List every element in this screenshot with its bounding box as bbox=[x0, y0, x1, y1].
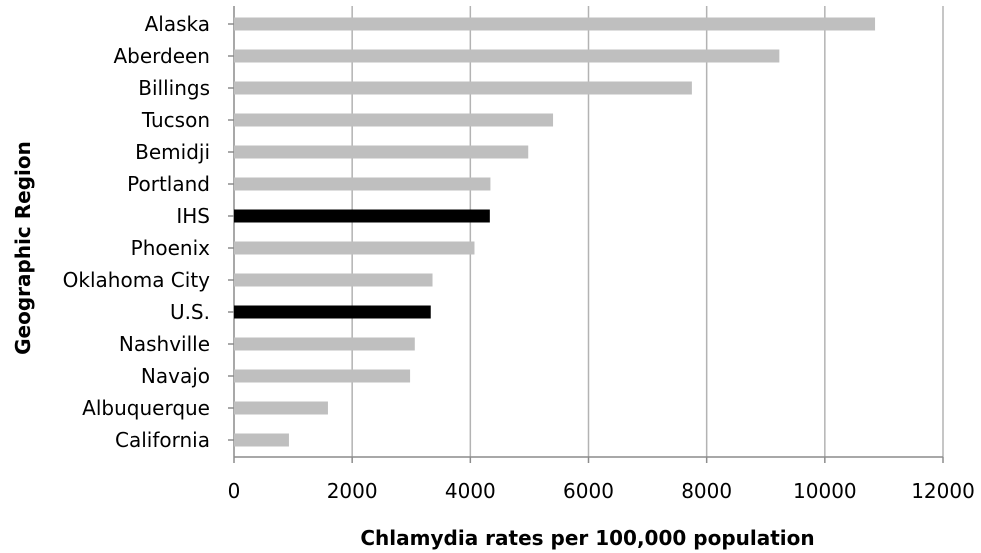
category-label: Phoenix bbox=[131, 236, 211, 260]
category-label: Billings bbox=[138, 76, 210, 100]
bar bbox=[234, 401, 328, 415]
x-tick-label: 6000 bbox=[563, 479, 614, 503]
bar bbox=[234, 273, 433, 287]
bar bbox=[234, 49, 780, 63]
x-tick-label: 0 bbox=[228, 479, 241, 503]
x-tick-labels: 0 2000 4000 6000 8000 10000 12000 bbox=[228, 479, 975, 503]
bar bbox=[234, 113, 554, 127]
category-label: U.S. bbox=[170, 300, 210, 324]
x-tick-label: 8000 bbox=[681, 479, 732, 503]
category-label: Tucson bbox=[141, 108, 210, 132]
bar bbox=[234, 305, 431, 319]
bar bbox=[234, 241, 475, 255]
bar bbox=[234, 177, 491, 191]
bar bbox=[234, 369, 411, 383]
bar-series bbox=[234, 17, 876, 447]
category-label: Bemidji bbox=[135, 140, 210, 164]
x-axis-title: Chlamydia rates per 100,000 population bbox=[360, 526, 814, 550]
grid-lines bbox=[228, 6, 944, 463]
category-label: Alaska bbox=[145, 12, 210, 36]
category-label: Albuquerque bbox=[82, 396, 210, 420]
bar bbox=[234, 17, 876, 31]
x-tick-label: 4000 bbox=[445, 479, 496, 503]
bar bbox=[234, 145, 529, 159]
x-tick-label: 12000 bbox=[911, 479, 975, 503]
category-label: Oklahoma City bbox=[63, 268, 211, 292]
x-tick-label: 2000 bbox=[327, 479, 378, 503]
bar bbox=[234, 337, 415, 351]
category-label: Portland bbox=[127, 172, 210, 196]
bar bbox=[234, 81, 692, 95]
category-label: Aberdeen bbox=[113, 44, 210, 68]
category-label: Nashville bbox=[119, 332, 210, 356]
category-label: California bbox=[115, 428, 210, 452]
y-axis-title: Geographic Region bbox=[11, 141, 35, 355]
x-tick-label: 10000 bbox=[793, 479, 857, 503]
bar bbox=[234, 209, 490, 223]
bar bbox=[234, 433, 289, 447]
category-label: Navajo bbox=[141, 364, 210, 388]
category-label: IHS bbox=[176, 204, 210, 228]
category-labels: Alaska Aberdeen Billings Tucson Bemidji Portl… bbox=[63, 12, 211, 452]
